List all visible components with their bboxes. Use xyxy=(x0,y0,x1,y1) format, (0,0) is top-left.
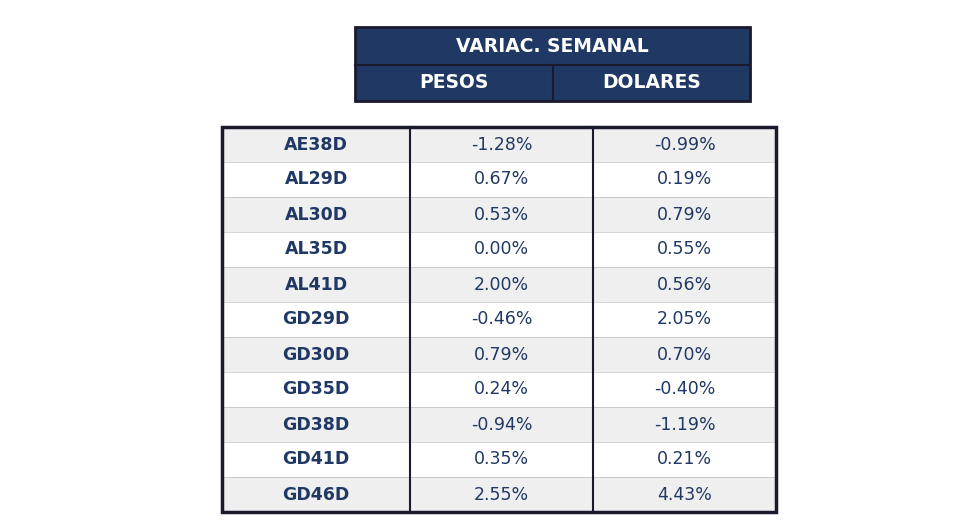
Text: GD29D: GD29D xyxy=(282,311,350,329)
Bar xyxy=(355,65,553,101)
Bar xyxy=(593,442,776,477)
Text: -0.40%: -0.40% xyxy=(654,380,715,398)
Bar xyxy=(411,232,593,267)
Bar xyxy=(222,197,411,232)
Text: 0.70%: 0.70% xyxy=(657,345,712,363)
Bar xyxy=(411,337,593,372)
Text: AL41D: AL41D xyxy=(284,276,348,294)
Bar xyxy=(411,197,593,232)
Text: AL35D: AL35D xyxy=(284,241,348,259)
Bar xyxy=(222,337,411,372)
Bar xyxy=(593,197,776,232)
Text: 2.00%: 2.00% xyxy=(474,276,529,294)
Text: DOLARES: DOLARES xyxy=(602,74,701,93)
Text: GD38D: GD38D xyxy=(282,415,350,433)
Bar xyxy=(222,477,411,512)
Bar xyxy=(222,267,411,302)
Text: 0.55%: 0.55% xyxy=(657,241,712,259)
Bar xyxy=(411,477,593,512)
Bar xyxy=(222,162,411,197)
Bar xyxy=(411,162,593,197)
Text: 0.24%: 0.24% xyxy=(474,380,529,398)
Text: 2.55%: 2.55% xyxy=(474,486,529,504)
Text: -1.19%: -1.19% xyxy=(654,415,715,433)
Bar xyxy=(593,127,776,162)
Text: GD46D: GD46D xyxy=(282,486,350,504)
Bar xyxy=(593,232,776,267)
Text: -0.99%: -0.99% xyxy=(654,135,715,153)
Text: AL30D: AL30D xyxy=(284,205,348,223)
Text: 0.79%: 0.79% xyxy=(474,345,529,363)
Text: GD30D: GD30D xyxy=(282,345,350,363)
Bar xyxy=(411,407,593,442)
Bar xyxy=(593,477,776,512)
Text: 4.43%: 4.43% xyxy=(658,486,712,504)
Text: 2.05%: 2.05% xyxy=(657,311,712,329)
Text: VARIAC. SEMANAL: VARIAC. SEMANAL xyxy=(456,37,649,56)
Text: GD35D: GD35D xyxy=(282,380,350,398)
Text: 0.56%: 0.56% xyxy=(657,276,712,294)
Text: 0.00%: 0.00% xyxy=(474,241,529,259)
Bar xyxy=(222,372,411,407)
Bar xyxy=(553,65,750,101)
Bar xyxy=(222,127,776,512)
Bar xyxy=(411,267,593,302)
Text: PESOS: PESOS xyxy=(419,74,488,93)
Bar xyxy=(355,27,750,101)
Bar xyxy=(411,442,593,477)
Bar xyxy=(222,232,411,267)
Text: 0.21%: 0.21% xyxy=(657,451,712,469)
Bar xyxy=(593,407,776,442)
Text: 0.79%: 0.79% xyxy=(657,205,712,223)
Text: 0.19%: 0.19% xyxy=(657,170,712,188)
Bar xyxy=(593,267,776,302)
Bar xyxy=(593,162,776,197)
Bar xyxy=(411,127,593,162)
Text: 0.53%: 0.53% xyxy=(474,205,529,223)
Text: 0.35%: 0.35% xyxy=(474,451,529,469)
Text: AE38D: AE38D xyxy=(284,135,348,153)
Bar xyxy=(411,302,593,337)
Bar xyxy=(222,407,411,442)
Bar xyxy=(593,372,776,407)
Text: 0.67%: 0.67% xyxy=(474,170,529,188)
Text: -1.28%: -1.28% xyxy=(471,135,532,153)
Text: AL29D: AL29D xyxy=(284,170,348,188)
Bar xyxy=(355,27,750,65)
Bar xyxy=(593,337,776,372)
Bar xyxy=(411,372,593,407)
Bar xyxy=(222,302,411,337)
Text: GD41D: GD41D xyxy=(282,451,350,469)
Bar xyxy=(222,442,411,477)
Bar xyxy=(593,302,776,337)
Text: -0.46%: -0.46% xyxy=(471,311,532,329)
Bar xyxy=(222,127,411,162)
Text: -0.94%: -0.94% xyxy=(471,415,532,433)
